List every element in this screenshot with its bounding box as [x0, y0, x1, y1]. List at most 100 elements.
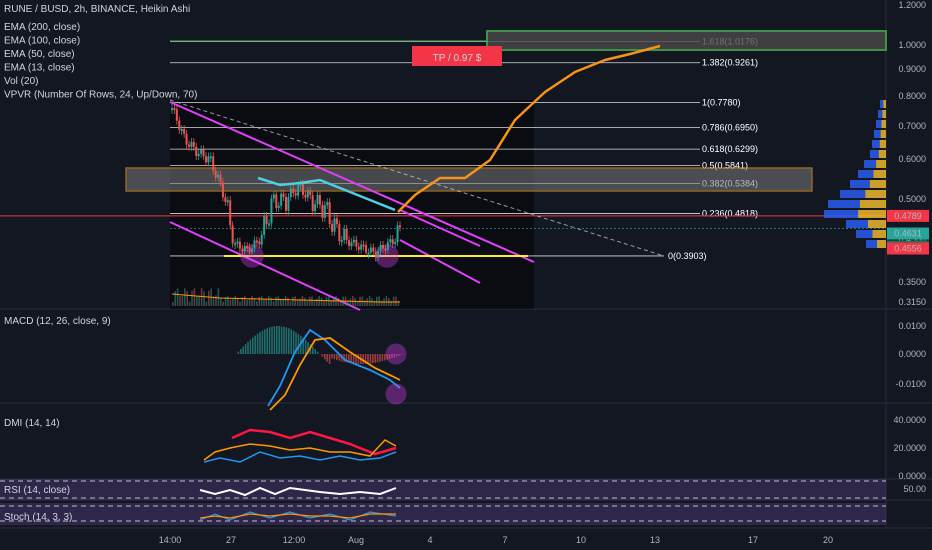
time-tick-label: 14:00 [159, 535, 182, 545]
volume-bar [325, 296, 328, 306]
candle [200, 149, 203, 154]
volume-bar [299, 298, 301, 306]
candle [204, 156, 207, 163]
volume-bar [311, 296, 313, 306]
macd-tick: 0.0000 [898, 349, 926, 359]
candle [185, 133, 188, 145]
volume-bar [227, 296, 229, 306]
volume-bar [251, 296, 253, 306]
price-tick-label: 0.3150 [898, 297, 926, 307]
candle [304, 194, 307, 198]
resistance-zone [125, 167, 813, 192]
candle [355, 239, 358, 247]
candle [292, 188, 295, 194]
price-axis-panel [886, 0, 932, 550]
volume-bar [366, 298, 368, 306]
candle [396, 225, 399, 243]
volume-profile-down [859, 200, 886, 208]
volume-bar [280, 299, 282, 306]
volume-profile-down [879, 140, 886, 148]
volume-bar [179, 296, 181, 306]
candle [294, 193, 297, 196]
volume-bar [284, 296, 287, 306]
volume-profile-down [872, 230, 886, 238]
candle [350, 242, 353, 246]
candle [192, 141, 195, 147]
volume-bar [220, 297, 222, 306]
candle [241, 248, 244, 252]
candle [394, 242, 397, 245]
candle [187, 144, 190, 147]
volume-bar [196, 296, 198, 306]
volume-profile-down [881, 120, 886, 128]
candle [231, 225, 234, 244]
volume-bar [215, 295, 217, 306]
volume-profile-up [828, 200, 860, 208]
adx-line [231, 428, 397, 456]
price-tick-label: 0.6000 [898, 154, 926, 164]
volume-bar [320, 297, 323, 306]
candle [384, 248, 387, 251]
volume-profile-up [858, 170, 874, 178]
volume-profile-up [878, 110, 883, 118]
candle [268, 223, 271, 226]
volume-bar [364, 300, 366, 306]
stoch-title: Stoch (14, 3, 3) [4, 512, 72, 523]
candle [326, 202, 329, 206]
volume-bar [376, 296, 378, 306]
candle [333, 218, 336, 232]
price-tick-label: 1.2000 [898, 0, 926, 10]
candle [275, 194, 278, 208]
volume-bar [246, 299, 248, 306]
macd-title: MACD (12, 26, close, 9) [4, 316, 111, 327]
volume-bar [239, 301, 241, 306]
candle [280, 193, 283, 206]
volume-bar [378, 296, 380, 306]
candle [328, 202, 331, 224]
fib-label: 0.5(0.5841) [702, 160, 748, 170]
dmi-minus [203, 451, 397, 463]
channel-inner [399, 239, 481, 284]
channel-upper [169, 101, 535, 263]
volume-bar [172, 302, 174, 306]
volume-profile-down [877, 240, 886, 248]
candle [183, 129, 186, 134]
volume-profile-up [870, 150, 879, 158]
volume-bar [368, 296, 371, 306]
dmi-title: DMI (14, 14) [4, 418, 60, 429]
candle [226, 200, 229, 203]
candle [212, 156, 215, 171]
volume-profile-down [858, 210, 886, 218]
time-tick-label: 17 [748, 535, 758, 545]
volume-profile-up [846, 220, 868, 228]
volume-bar [248, 298, 251, 306]
candle [362, 244, 365, 247]
candle [282, 193, 285, 198]
volume-bar [395, 296, 397, 306]
volume-profile-up [874, 130, 881, 138]
candle [180, 129, 183, 132]
candle [377, 250, 380, 258]
volume-bar [176, 288, 179, 306]
candle [221, 182, 224, 198]
candle [251, 248, 254, 253]
candle [299, 183, 302, 186]
candle [190, 141, 193, 147]
candle [178, 120, 181, 130]
candle [374, 251, 377, 258]
volume-bar [186, 291, 188, 306]
candle [386, 242, 389, 250]
candle [365, 245, 368, 253]
fib-label: 1.382(0.9261) [702, 58, 758, 68]
volume-bar [349, 298, 352, 306]
macd-tick: -0.0100 [895, 379, 926, 389]
candle [360, 244, 363, 250]
volume-bar [275, 296, 277, 306]
candle [195, 146, 198, 157]
candle [197, 153, 200, 157]
volume-bar [181, 295, 184, 306]
candle [338, 224, 341, 242]
ema-line [257, 176, 396, 212]
volume-profile-down [882, 110, 886, 118]
volume-profile-down [868, 220, 886, 228]
